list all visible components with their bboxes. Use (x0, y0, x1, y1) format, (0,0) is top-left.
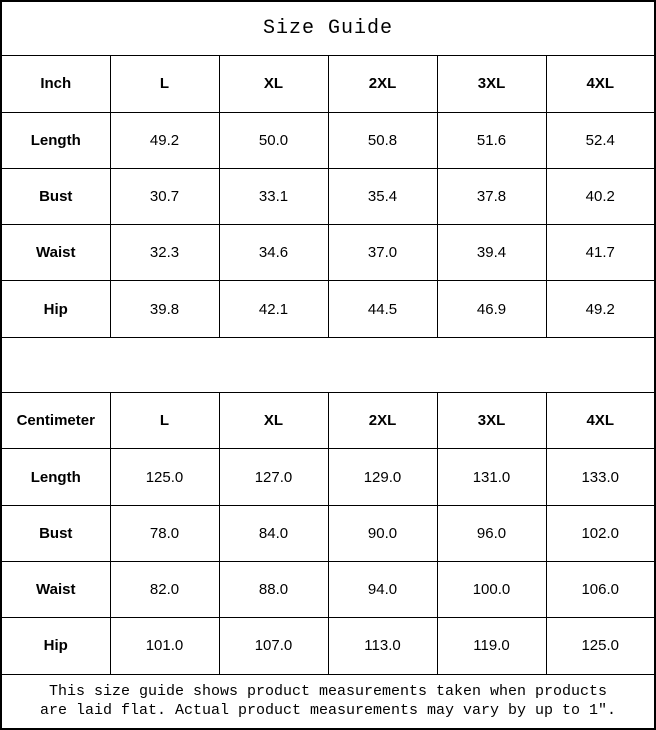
spacer-cell (0, 336, 656, 394)
measure-value-cell: 82.0 (109, 560, 220, 619)
measure-value-cell: 125.0 (545, 617, 656, 675)
measure-value-cell: 125.0 (109, 448, 220, 506)
measure-row-label: Bust (0, 167, 111, 226)
measure-value-cell: 49.2 (109, 111, 220, 169)
measure-value-cell: 133.0 (545, 448, 656, 506)
measure-value-cell: 42.1 (218, 280, 329, 338)
measure-value-cell: 33.1 (218, 167, 329, 226)
footnote-line-2: are laid flat. Actual product measuremen… (39, 702, 617, 720)
table-row: Length 125.0 127.0 129.0 131.0 133.0 (0, 448, 656, 506)
centimeter-header-row: Centimeter L XL 2XL 3XL 4XL (0, 392, 656, 450)
title-row: Size Guide (0, 0, 656, 57)
measure-value-cell: 50.0 (218, 111, 329, 169)
measure-value-cell: 46.9 (436, 280, 547, 338)
measure-row-label: Bust (0, 504, 111, 562)
table-row: Length 49.2 50.0 50.8 51.6 52.4 (0, 111, 656, 169)
measure-value-cell: 107.0 (218, 617, 329, 675)
measure-row-label: Length (0, 111, 111, 169)
measure-value-cell: 96.0 (436, 504, 547, 562)
measure-value-cell: 106.0 (545, 560, 656, 619)
measure-value-cell: 51.6 (436, 111, 547, 169)
measure-value-cell: 113.0 (327, 617, 438, 675)
measure-value-cell: 32.3 (109, 224, 220, 282)
size-col-header: 4XL (545, 392, 656, 450)
measure-value-cell: 127.0 (218, 448, 329, 506)
measure-value-cell: 35.4 (327, 167, 438, 226)
measure-row-label: Waist (0, 560, 111, 619)
page-title: Size Guide (0, 0, 656, 57)
inch-header-row: Inch L XL 2XL 3XL 4XL (0, 55, 656, 113)
measure-value-cell: 102.0 (545, 504, 656, 562)
footnote-line-1: This size guide shows product measuremen… (48, 683, 608, 701)
measure-value-cell: 34.6 (218, 224, 329, 282)
measure-value-cell: 101.0 (109, 617, 220, 675)
size-col-header: 4XL (545, 55, 656, 113)
measure-value-cell: 88.0 (218, 560, 329, 619)
measure-value-cell: 30.7 (109, 167, 220, 226)
size-col-header: L (109, 392, 220, 450)
unit-header-centimeter: Centimeter (0, 392, 111, 450)
measure-value-cell: 44.5 (327, 280, 438, 338)
table-row: Hip 101.0 107.0 113.0 119.0 125.0 (0, 617, 656, 675)
size-col-header: 2XL (327, 55, 438, 113)
measure-value-cell: 39.4 (436, 224, 547, 282)
measure-value-cell: 119.0 (436, 617, 547, 675)
measure-value-cell: 50.8 (327, 111, 438, 169)
measure-value-cell: 41.7 (545, 224, 656, 282)
measure-value-cell: 131.0 (436, 448, 547, 506)
footnote: This size guide shows product measuremen… (0, 673, 656, 730)
spacer-row (0, 336, 656, 394)
measure-row-label: Waist (0, 224, 111, 282)
measure-value-cell: 52.4 (545, 111, 656, 169)
measure-row-label: Hip (0, 617, 111, 675)
measure-value-cell: 90.0 (327, 504, 438, 562)
size-col-header: 2XL (327, 392, 438, 450)
measure-value-cell: 37.8 (436, 167, 547, 226)
unit-header-inch: Inch (0, 55, 111, 113)
measure-value-cell: 40.2 (545, 167, 656, 226)
measure-value-cell: 39.8 (109, 280, 220, 338)
table-row: Waist 32.3 34.6 37.0 39.4 41.7 (0, 224, 656, 282)
measure-row-label: Length (0, 448, 111, 506)
table-row: Bust 78.0 84.0 90.0 96.0 102.0 (0, 504, 656, 562)
table-row: Hip 39.8 42.1 44.5 46.9 49.2 (0, 280, 656, 338)
table-row: Bust 30.7 33.1 35.4 37.8 40.2 (0, 167, 656, 226)
measure-row-label: Hip (0, 280, 111, 338)
measure-value-cell: 84.0 (218, 504, 329, 562)
table-row: Waist 82.0 88.0 94.0 100.0 106.0 (0, 560, 656, 619)
measure-value-cell: 129.0 (327, 448, 438, 506)
size-col-header: L (109, 55, 220, 113)
footnote-row: This size guide shows product measuremen… (0, 673, 656, 730)
size-col-header: XL (218, 55, 329, 113)
size-col-header: 3XL (436, 392, 547, 450)
size-col-header: XL (218, 392, 329, 450)
size-col-header: 3XL (436, 55, 547, 113)
measure-value-cell: 100.0 (436, 560, 547, 619)
measure-value-cell: 94.0 (327, 560, 438, 619)
measure-value-cell: 49.2 (545, 280, 656, 338)
measure-value-cell: 37.0 (327, 224, 438, 282)
measure-value-cell: 78.0 (109, 504, 220, 562)
